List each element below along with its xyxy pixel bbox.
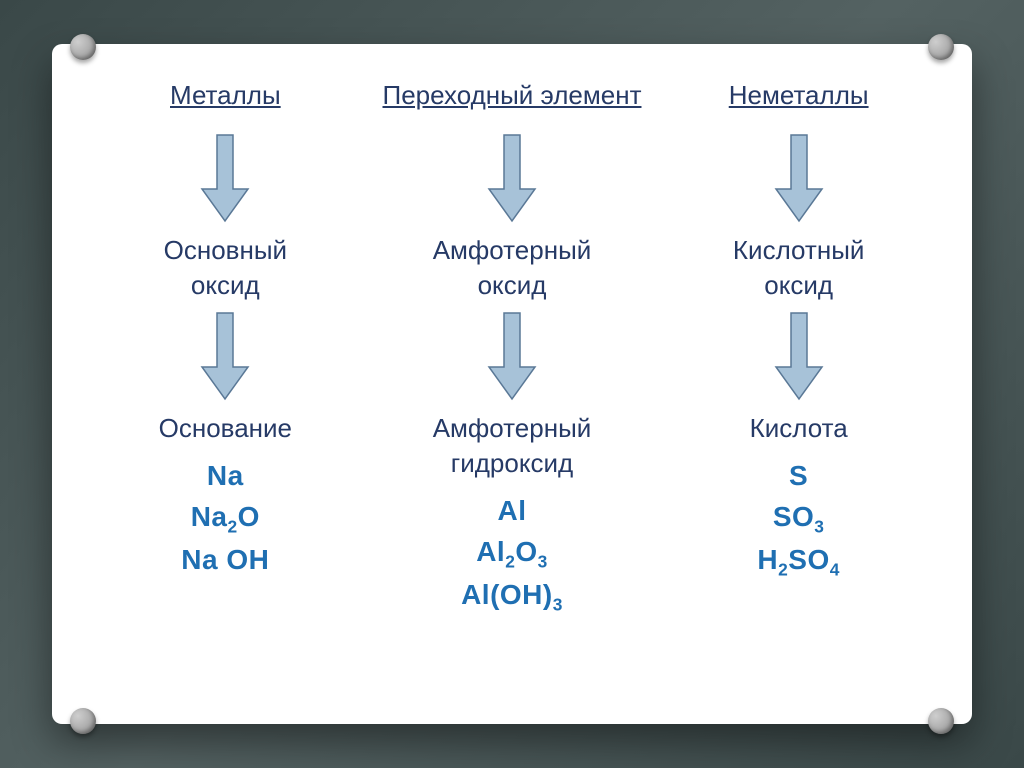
arrow-icon xyxy=(487,311,537,401)
oxide-type-line2: оксид xyxy=(164,268,287,303)
oxide-type-line2: оксид xyxy=(433,268,592,303)
arrow-icon xyxy=(200,311,250,401)
oxide-type-line1: Кислотный xyxy=(733,233,865,268)
hydroxide-acid: Кислота xyxy=(750,411,848,446)
arrow-icon xyxy=(774,311,824,401)
pin-top-right xyxy=(928,34,954,60)
hydroxide-line1: Кислота xyxy=(750,411,848,446)
oxide-type-line2: оксид xyxy=(733,268,865,303)
formula-block-transition: Al Al2O3 Al(OH)3 xyxy=(461,491,563,617)
column-transition: Переходный элемент Амфотерный оксид Амфо… xyxy=(369,80,656,704)
formula-line: S xyxy=(757,456,840,497)
formula-line: H2SO4 xyxy=(757,540,840,583)
formula-line: Al2O3 xyxy=(461,532,563,575)
pin-top-left xyxy=(70,34,96,60)
header-metals: Металлы xyxy=(170,80,281,111)
formula-line: Na xyxy=(181,456,269,497)
header-transition: Переходный элемент xyxy=(383,80,642,111)
pin-bottom-right xyxy=(928,708,954,734)
formula-line: Na2O xyxy=(181,497,269,540)
oxide-type-basic: Основный оксид xyxy=(164,233,287,303)
formula-block-metals: Na Na2O Na OH xyxy=(181,456,269,580)
hydroxide-line1: Основание xyxy=(159,411,292,446)
formula-block-nonmetals: S SO3 H2SO4 xyxy=(757,456,840,582)
hydroxide-base: Основание xyxy=(159,411,292,446)
header-nonmetals: Неметаллы xyxy=(729,80,869,111)
formula-line: Al xyxy=(461,491,563,532)
arrow-icon xyxy=(200,133,250,223)
column-nonmetals: Неметаллы Кислотный оксид Кислота S xyxy=(655,80,942,704)
column-metals: Металлы Основный оксид Основание Na xyxy=(82,80,369,704)
oxide-type-line1: Амфотерный xyxy=(433,233,592,268)
hydroxide-line1: Амфотерный xyxy=(433,411,592,446)
formula-line: SO3 xyxy=(757,497,840,540)
pin-bottom-left xyxy=(70,708,96,734)
oxide-type-amphoteric: Амфотерный оксид xyxy=(433,233,592,303)
arrow-icon xyxy=(774,133,824,223)
hydroxide-amphoteric: Амфотерный гидроксид xyxy=(433,411,592,481)
diagram-grid: Металлы Основный оксид Основание Na xyxy=(82,80,942,704)
hydroxide-line2: гидроксид xyxy=(433,446,592,481)
formula-line: Na OH xyxy=(181,540,269,581)
oxide-type-line1: Основный xyxy=(164,233,287,268)
formula-line: Al(OH)3 xyxy=(461,575,563,618)
card: Металлы Основный оксид Основание Na xyxy=(52,44,972,724)
arrow-icon xyxy=(487,133,537,223)
oxide-type-acidic: Кислотный оксид xyxy=(733,233,865,303)
